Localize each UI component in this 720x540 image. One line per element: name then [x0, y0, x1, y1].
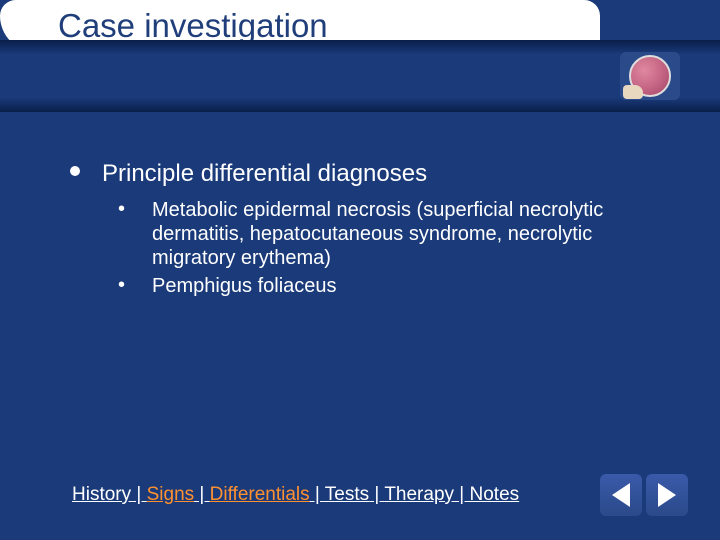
bullet-icon: •: [118, 274, 152, 297]
content-area: Principle differential diagnoses • Metab…: [70, 160, 670, 302]
nav-separator: |: [194, 484, 210, 505]
bullet-dot-icon: [70, 166, 80, 176]
sub-bullet-list: • Metabolic epidermal necrosis (superfic…: [118, 198, 670, 298]
main-bullet-row: Principle differential diagnoses: [70, 160, 670, 188]
glove-icon: [623, 85, 643, 99]
nav-link-notes[interactable]: Notes: [470, 484, 520, 505]
prev-button[interactable]: [600, 474, 642, 516]
sub-item-text: Metabolic epidermal necrosis (superficia…: [152, 198, 670, 270]
header-band: [0, 40, 720, 112]
nav-link-differentials[interactable]: Differentials: [210, 484, 310, 505]
nav-separator: |: [131, 484, 147, 505]
nav-link-signs[interactable]: Signs: [147, 484, 195, 505]
list-item: • Pemphigus foliaceus: [118, 274, 670, 298]
bullet-icon: •: [118, 198, 152, 221]
sub-item-text: Pemphigus foliaceus: [152, 274, 337, 298]
nav-separator: |: [310, 484, 325, 505]
header-icon-box: [620, 52, 680, 100]
main-bullet-text: Principle differential diagnoses: [102, 160, 427, 188]
nav-link-tests[interactable]: Tests: [325, 484, 369, 505]
petri-dish-icon: [629, 55, 671, 97]
nav-arrows: [600, 474, 688, 516]
next-button[interactable]: [646, 474, 688, 516]
nav-link-history[interactable]: History: [72, 484, 131, 505]
nav-separator: |: [369, 484, 384, 505]
list-item: • Metabolic epidermal necrosis (superfic…: [118, 198, 670, 270]
nav-separator: |: [454, 484, 470, 505]
nav-link-therapy[interactable]: Therapy: [384, 484, 454, 505]
footer-nav: History | Signs | Differentials | Tests …: [72, 484, 519, 506]
